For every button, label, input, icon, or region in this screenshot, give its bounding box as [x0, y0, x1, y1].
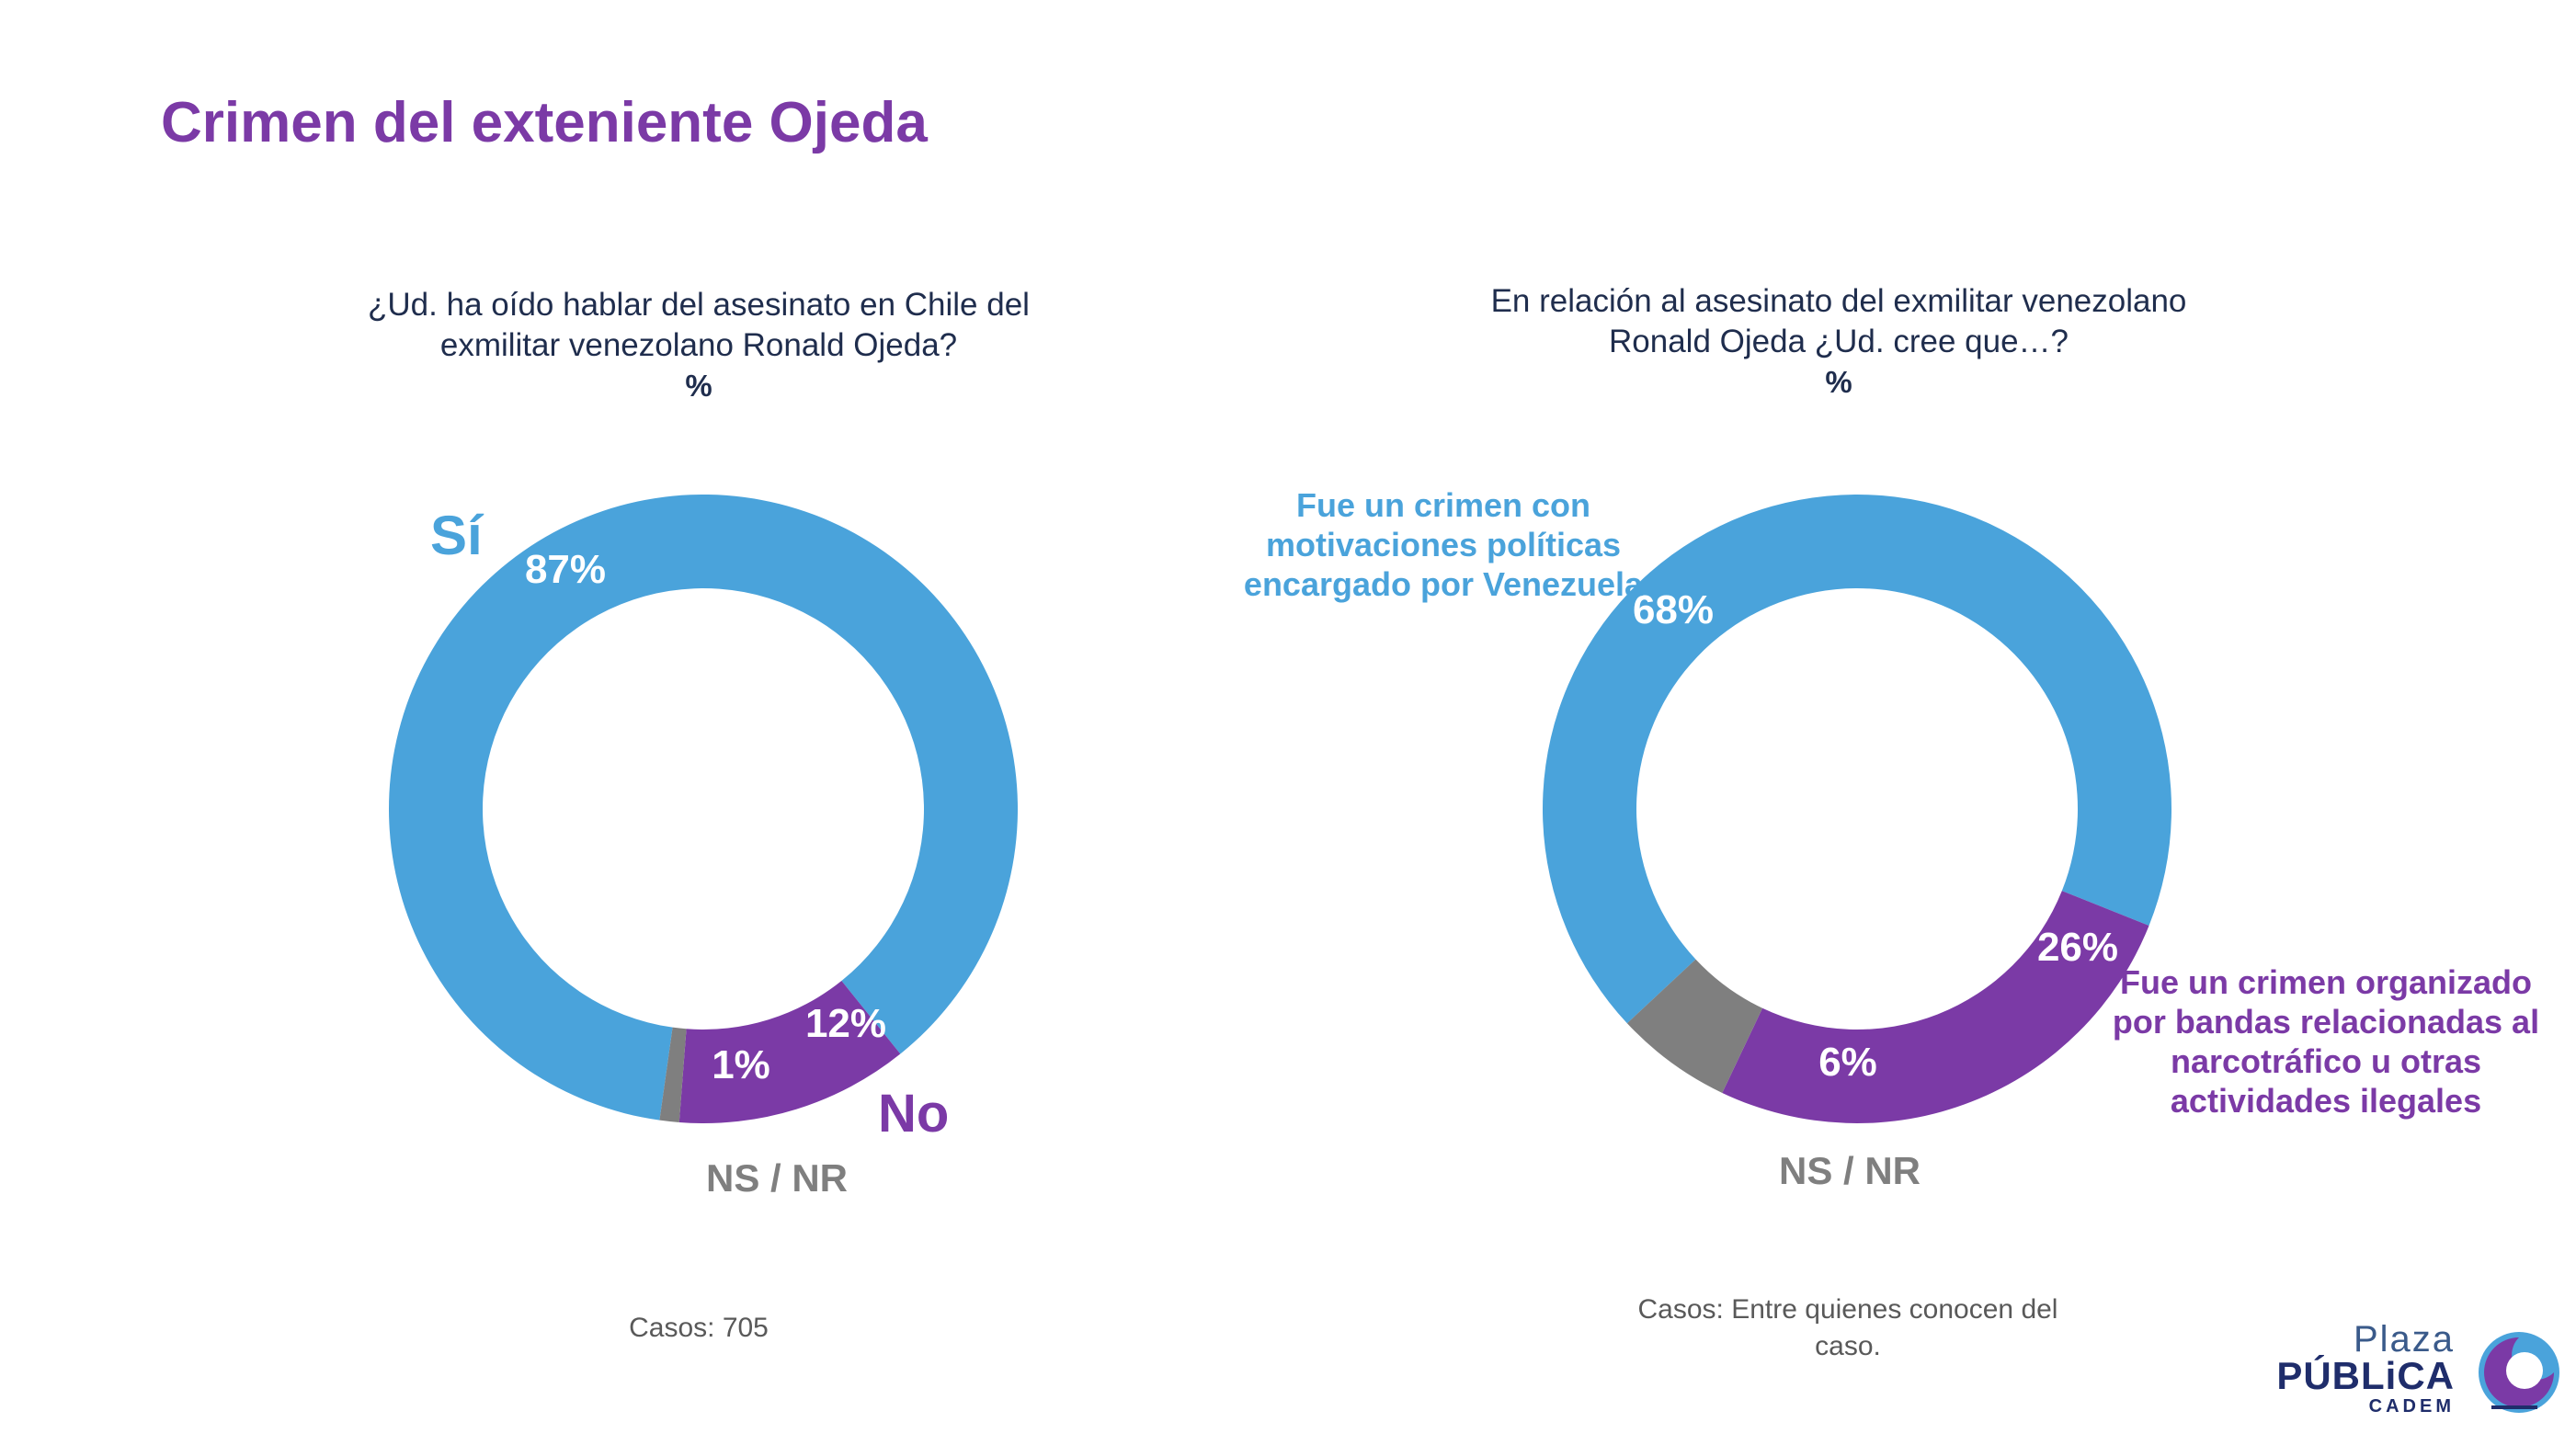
- chart1-label-si: Sí: [430, 505, 483, 566]
- chart2-value-label-0: 68%: [1633, 587, 1714, 632]
- chart2-slice-0: [1543, 495, 2172, 1024]
- chart2-label-political: Fue un crimen con motivaciones políticas…: [1243, 486, 1644, 603]
- chart1-question-text: ¿Ud. ha oído hablar del asesinato en Chi…: [368, 287, 1030, 363]
- chart2-label-nsnr: NS / NR: [1779, 1149, 1921, 1192]
- logo-line1: Plaza: [2353, 1319, 2455, 1360]
- chart2-question: En relación al asesinato del exmilitar v…: [1443, 281, 2234, 403]
- chart1-value-label-1: 12%: [805, 1001, 886, 1046]
- chart2-slice-2: [1626, 959, 1763, 1093]
- chart1-question: ¿Ud. ha oído hablar del asesinato en Chi…: [313, 285, 1085, 406]
- chart1-slice-2: [659, 1027, 687, 1122]
- plaza-publica-logo: Plaza PÚBLiCA CADEM: [2276, 1319, 2565, 1420]
- chart1-cases: Casos: 705: [629, 1313, 769, 1343]
- chart2-cases: Casos: Entre quienes conocen del caso.: [1637, 1294, 2058, 1361]
- chart1-label-no: No: [878, 1084, 950, 1143]
- logo-line3: CADEM: [2368, 1396, 2455, 1417]
- chart2-slice-1: [1722, 891, 2149, 1124]
- chart2-unit: %: [1825, 365, 1852, 399]
- page-title: Crimen del exteniente Ojeda: [161, 91, 928, 154]
- chart2-question-text: En relación al asesinato del exmilitar v…: [1490, 283, 2187, 359]
- chart1-unit: %: [685, 369, 712, 403]
- chart2-value-label-1: 26%: [2037, 925, 2118, 970]
- chart1-slice-1: [678, 981, 901, 1123]
- chart2-value-label-2: 6%: [1818, 1040, 1877, 1085]
- logo-line2: PÚBLiCA: [2276, 1354, 2455, 1397]
- chart1-slice-0: [389, 495, 1019, 1121]
- chart1-value-label-0: 87%: [525, 547, 606, 592]
- chart2-label-organized: Fue un crimen organizado por bandas rela…: [2112, 963, 2540, 1120]
- chart1-value-label-2: 1%: [712, 1042, 770, 1087]
- logo-mark-icon: [2479, 1332, 2559, 1413]
- chart1-label-nsnr: NS / NR: [706, 1156, 849, 1200]
